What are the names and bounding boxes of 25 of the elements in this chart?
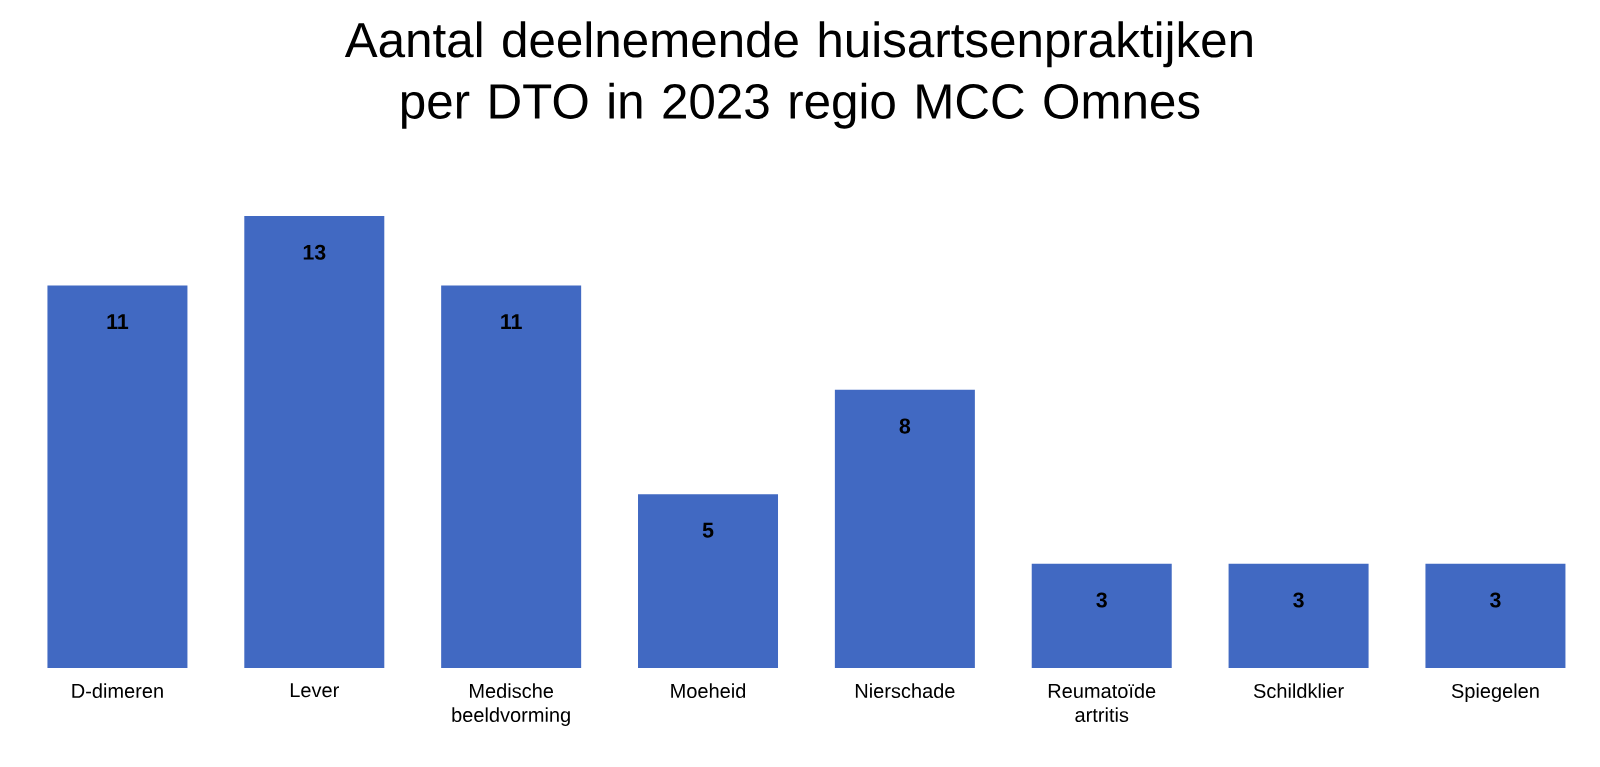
bar: [834, 389, 975, 668]
x-tick-label: Lever: [290, 683, 339, 698]
x-tick-label: Reumatoïde artritis: [1048, 683, 1156, 723]
bar: [1425, 563, 1566, 668]
x-tick-label: D-dimeren: [72, 683, 163, 699]
x-tick-label: Spiegelen: [1451, 683, 1539, 702]
bar: [441, 285, 582, 668]
x-tick-label: Nierschade: [855, 683, 955, 699]
data-label: 5: [702, 522, 714, 538]
bar: [244, 215, 385, 668]
data-label: 3: [1096, 592, 1107, 608]
data-label: 3: [1293, 592, 1304, 608]
data-label: 8: [899, 418, 911, 434]
bar: [1031, 563, 1172, 668]
data-label: 11: [501, 314, 522, 329]
data-label: 13: [303, 244, 326, 260]
data-label: 3: [1489, 592, 1501, 608]
x-tick-label: Medische beeldvorming: [452, 683, 570, 726]
chart-title: Aantal deelnemende huisartsenpraktijken per DTO in 2023 regio MCC Omnes: [344, 21, 1252, 129]
bar: [638, 494, 779, 668]
x-tick-label: Schildklier: [1253, 683, 1344, 699]
x-tick-label: Moeheid: [671, 683, 746, 699]
bar: [1228, 563, 1369, 668]
data-label: 11: [107, 314, 129, 329]
bar: [47, 285, 188, 668]
